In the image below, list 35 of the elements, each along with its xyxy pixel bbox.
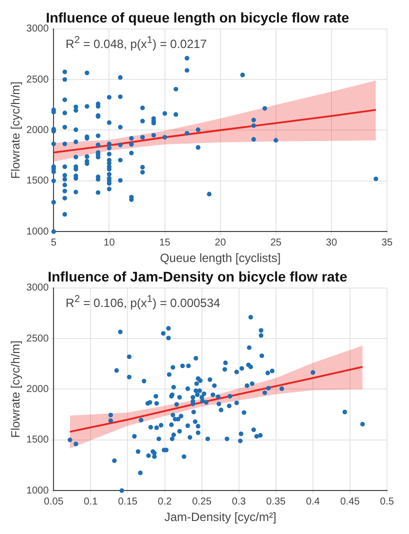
y-tick-label: 1000 (26, 226, 50, 238)
chart-title: Influence of queue length on bicycle flow rate (46, 9, 350, 26)
x-tick-label: 20 (214, 237, 226, 248)
x-tick-label: 0.15 (118, 496, 138, 508)
y-tick-label: 2500 (26, 333, 50, 344)
y-tick-label: 2500 (26, 74, 50, 86)
x-tick-label: 30 (326, 237, 338, 248)
y-tick-label: 2000 (26, 124, 50, 136)
x-tick-label: 0.45 (340, 496, 360, 508)
annotation: R$^{2}$ = 0.048, p(x$^{1}$) = 0.0217 (66, 34, 207, 52)
annotation: R$^{2}$ = 0.106, p(x$^{1}$) = 0.000534 (66, 292, 220, 311)
x-tick-label: 0.4 (306, 496, 320, 508)
chart-title: Influence of Jam-Density on bicycle flow rate (48, 268, 348, 284)
x-tick-label: 0.35 (266, 496, 286, 508)
x-tick-label: 0.5 (380, 496, 394, 508)
x-tick-label: 5 (50, 237, 57, 248)
x-axis-title: Jam-Density [cyc/m²] (164, 510, 276, 524)
y-tick-label: 3000 (26, 24, 50, 35)
x-tick-label: 35 (381, 237, 393, 248)
x-tick-label: 0.2 (158, 496, 172, 508)
y-axis-title: Flowrate [cyc/h/m] (8, 82, 23, 179)
x-tick-label: 25 (270, 237, 282, 248)
x-axis-title: Queue length [cyclists] (160, 251, 281, 266)
x-tick-label: 0.25 (192, 496, 212, 508)
y-tick-label: 1500 (26, 434, 50, 446)
y-axis-title: Flowrate [cyc/h/m] (8, 340, 23, 438)
y-tick-label: 3000 (26, 282, 50, 294)
x-tick-label: 15 (159, 237, 171, 248)
x-tick-label: 0.1 (84, 496, 98, 508)
x-tick-label: 0.3 (232, 496, 246, 508)
x-tick-label: 10 (104, 237, 116, 248)
y-tick-label: 1000 (26, 485, 50, 496)
x-tick-label: 0.05 (44, 496, 64, 508)
y-tick-label: 2000 (26, 384, 50, 395)
y-tick-label: 1500 (26, 176, 50, 187)
